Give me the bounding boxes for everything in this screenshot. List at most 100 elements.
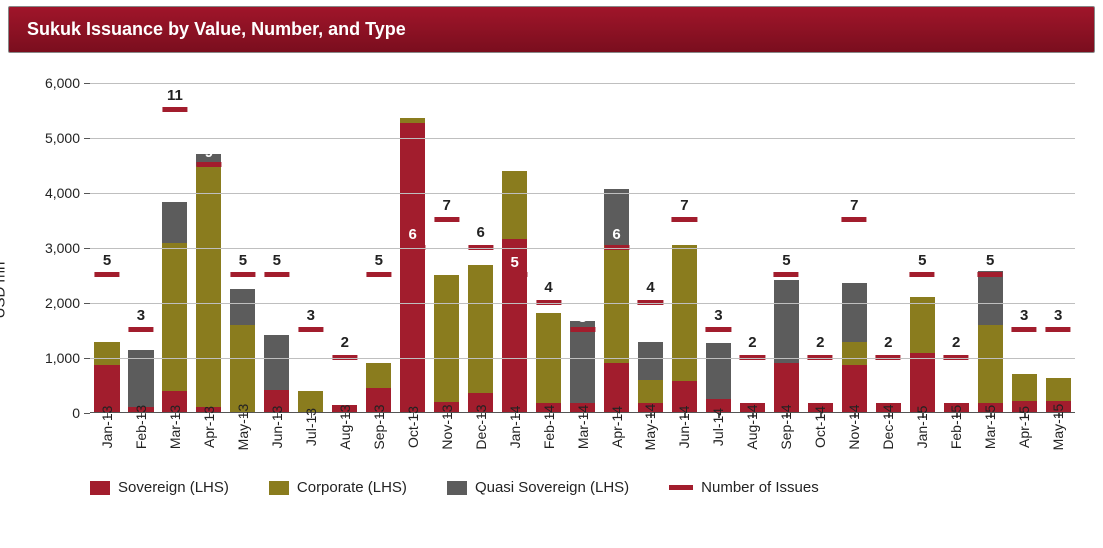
issues-label: 5 xyxy=(375,252,383,269)
x-tick-label: Oct-13 xyxy=(405,406,421,448)
gridline xyxy=(90,248,1075,249)
bar-segment-corporate xyxy=(434,275,459,403)
bar-segment-corporate xyxy=(910,297,935,353)
issues-marker xyxy=(196,162,221,167)
x-tick: May-15 xyxy=(1041,413,1075,473)
issues-label: 4 xyxy=(646,279,654,296)
issues-marker xyxy=(94,272,119,277)
issues-marker xyxy=(978,272,1003,277)
bar-segment-corporate xyxy=(162,243,187,392)
issues-label: 3 xyxy=(714,307,722,324)
x-tick: Apr-15 xyxy=(1007,413,1041,473)
x-tick: Nov-13 xyxy=(430,413,464,473)
legend-label-sovereign: Sovereign (LHS) xyxy=(118,479,229,496)
bar-segment-corporate xyxy=(978,325,1003,403)
issues-marker xyxy=(910,272,935,277)
issues-marker xyxy=(162,107,187,112)
issues-label: 3 xyxy=(137,307,145,324)
x-tick-label: Nov-14 xyxy=(846,404,862,449)
y-tick-mark xyxy=(84,138,90,139)
stacked-bar xyxy=(400,118,425,412)
x-tick-label: Mar-15 xyxy=(982,405,998,449)
issues-marker xyxy=(434,217,459,222)
x-tick: Sep-14 xyxy=(769,413,803,473)
issues-marker xyxy=(672,217,697,222)
y-tick-mark xyxy=(84,303,90,304)
stacked-bar xyxy=(468,265,493,412)
x-tick-label: Feb-15 xyxy=(948,405,964,449)
issues-label: 5 xyxy=(782,252,790,269)
bar-segment-corporate xyxy=(502,171,527,239)
legend-item-sovereign: Sovereign (LHS) xyxy=(90,479,229,496)
bar-segment-sovereign xyxy=(604,363,629,413)
issues-label: 2 xyxy=(748,334,756,351)
issues-label: 9 xyxy=(205,144,213,161)
legend-label-corporate: Corporate (LHS) xyxy=(297,479,407,496)
x-tick-label: Feb-13 xyxy=(133,405,149,449)
stacked-bar xyxy=(162,202,187,412)
issues-label: 7 xyxy=(850,197,858,214)
x-tick-label: Sep-13 xyxy=(371,404,387,449)
y-tick-label: 2,000 xyxy=(45,295,80,311)
x-tick: Jul-14 xyxy=(701,413,735,473)
x-tick: Jan-13 xyxy=(90,413,124,473)
x-tick: Aug-13 xyxy=(328,413,362,473)
x-tick-label: Jul-14 xyxy=(710,408,726,446)
issues-label: 3 xyxy=(1020,307,1028,324)
x-tick: Oct-14 xyxy=(803,413,837,473)
issues-marker xyxy=(264,272,289,277)
bar-segment-corporate xyxy=(638,380,663,403)
x-tick-label: May-13 xyxy=(235,404,251,451)
issues-marker xyxy=(366,272,391,277)
x-tick: Jun-14 xyxy=(667,413,701,473)
x-tick: Feb-14 xyxy=(532,413,566,473)
issues-marker xyxy=(1012,327,1037,332)
issues-label: 5 xyxy=(239,252,247,269)
x-tick-label: Dec-14 xyxy=(880,404,896,449)
x-tick: May-14 xyxy=(634,413,668,473)
plot-region: 531195532567654364732527252533 01,0002,0… xyxy=(90,83,1075,413)
stacked-bar xyxy=(910,297,935,412)
x-tick: Nov-14 xyxy=(837,413,871,473)
y-tick-label: 5,000 xyxy=(45,130,80,146)
x-axis-labels: Jan-13Feb-13Mar-13Apr-13May-13Jun-13Jul-… xyxy=(90,413,1075,473)
y-tick-label: 0 xyxy=(72,405,80,421)
legend-item-corporate: Corporate (LHS) xyxy=(269,479,407,496)
x-tick-label: Jan-15 xyxy=(914,406,930,449)
x-tick-label: Dec-13 xyxy=(473,404,489,449)
bar-segment-corporate xyxy=(94,342,119,366)
gridline xyxy=(90,83,1075,84)
stacked-bar xyxy=(502,171,527,412)
issues-marker xyxy=(774,272,799,277)
stacked-bar xyxy=(774,280,799,412)
x-tick-label: Feb-14 xyxy=(541,405,557,449)
x-tick-label: Jan-13 xyxy=(99,406,115,449)
issues-label: 2 xyxy=(884,334,892,351)
gridline xyxy=(90,138,1075,139)
x-tick-label: Jan-14 xyxy=(507,406,523,449)
legend-item-quasi: Quasi Sovereign (LHS) xyxy=(447,479,629,496)
x-tick-label: Apr-15 xyxy=(1016,406,1032,448)
issues-label: 4 xyxy=(544,279,552,296)
legend-swatch-corporate xyxy=(269,481,289,495)
x-tick: Mar-13 xyxy=(158,413,192,473)
issues-label: 11 xyxy=(167,87,183,104)
issues-label: 2 xyxy=(952,334,960,351)
x-tick-label: Oct-14 xyxy=(812,406,828,448)
legend-swatch-sovereign xyxy=(90,481,110,495)
stacked-bar xyxy=(978,271,1003,412)
stacked-bar xyxy=(128,350,153,412)
x-tick: Apr-14 xyxy=(600,413,634,473)
bar-segment-sovereign xyxy=(400,123,425,412)
gridline xyxy=(90,193,1075,194)
y-axis-label: USD mn xyxy=(0,261,9,318)
y-tick-label: 3,000 xyxy=(45,240,80,256)
issues-label: 6 xyxy=(612,226,620,243)
issues-marker xyxy=(842,217,867,222)
x-tick: May-13 xyxy=(226,413,260,473)
issues-marker xyxy=(128,327,153,332)
issues-label: 2 xyxy=(341,334,349,351)
x-tick: Jan-14 xyxy=(498,413,532,473)
issues-marker xyxy=(706,327,731,332)
stacked-bar xyxy=(536,313,561,412)
